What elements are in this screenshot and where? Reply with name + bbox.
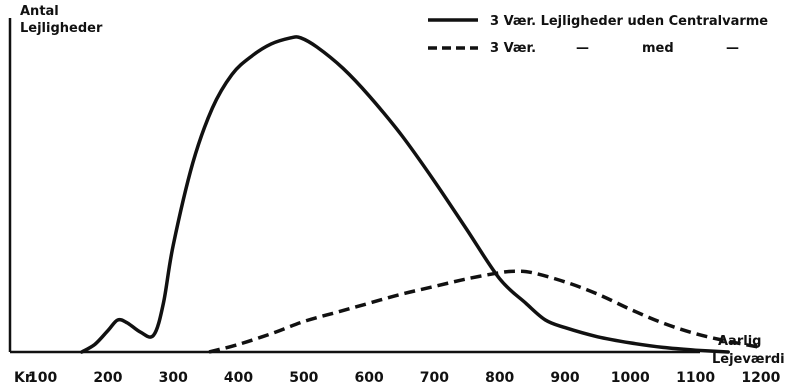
- series-lines: [80, 35, 762, 354]
- legend-ditto-mark-2: —: [726, 41, 739, 56]
- x-tick-label-700: 700: [420, 370, 449, 386]
- legend-label-series-1: 3 Vær. Lejligheder uden Centralvarme: [490, 14, 768, 29]
- series-line-1-solid: [80, 35, 730, 354]
- x-tick-label-1200: 1200: [741, 370, 780, 386]
- x-tick-label-300: 300: [159, 370, 188, 386]
- legend: 3 Vær. Lejligheder uden Centralvarme 3 V…: [428, 14, 768, 56]
- series-line-2-dashed: [208, 269, 762, 354]
- x-tick-label-200: 200: [93, 370, 122, 386]
- y-axis-label-line-2: Lejligheder: [20, 21, 103, 36]
- x-tick-label-1000: 1000: [611, 370, 650, 386]
- legend-label-series-2: 3 Vær.: [490, 41, 536, 56]
- x-axis-label-line-2: Lejeværdi: [712, 352, 785, 367]
- x-tick-label-1100: 1100: [676, 370, 715, 386]
- x-tick-label-100: 100: [28, 370, 57, 386]
- x-tick-label-800: 800: [485, 370, 514, 386]
- x-tick-label-500: 500: [289, 370, 318, 386]
- legend-ditto-mark-1: —: [576, 41, 589, 56]
- x-tick-label-900: 900: [550, 370, 579, 386]
- x-tick-label-600: 600: [355, 370, 384, 386]
- x-tick-label-400: 400: [224, 370, 253, 386]
- legend-label-series-2-suffix: med: [642, 41, 674, 56]
- y-axis-label-line-1: Antal: [20, 4, 59, 19]
- x-axis-currency-prefix: Kr.: [14, 370, 35, 386]
- x-tick-labels: 100 200 300 400 500 600 700 800 900 1000 1100 1200: [28, 370, 781, 386]
